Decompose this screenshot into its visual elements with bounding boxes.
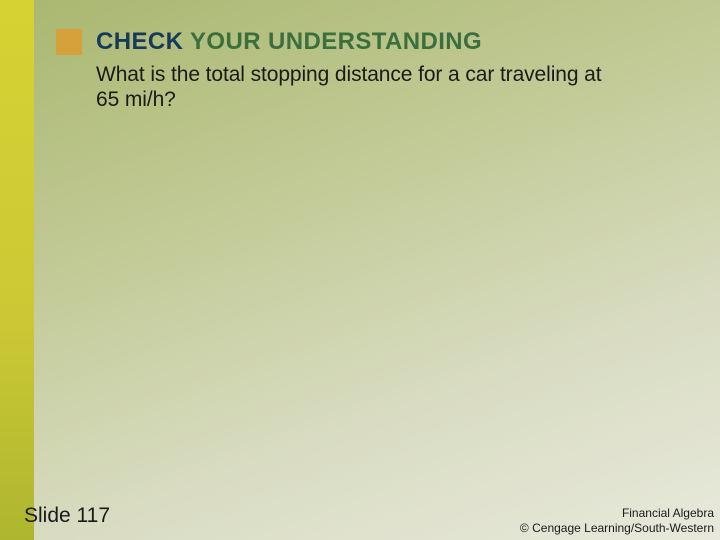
heading-word-your-understanding: YOUR UNDERSTANDING bbox=[190, 28, 482, 55]
heading-word-check: CHECK bbox=[96, 28, 183, 55]
heading-text: CHECK YOUR UNDERSTANDING bbox=[96, 28, 482, 56]
left-accent-stripe bbox=[0, 0, 34, 540]
slide: CHECK YOUR UNDERSTANDING What is the tot… bbox=[0, 0, 720, 540]
question-text: What is the total stopping distance for … bbox=[96, 62, 616, 112]
heading-bullet-square bbox=[56, 29, 82, 55]
slide-number: Slide 117 bbox=[24, 504, 110, 528]
heading-row: CHECK YOUR UNDERSTANDING bbox=[56, 28, 482, 56]
book-title: Financial Algebra bbox=[520, 506, 714, 521]
copyright-line: © Cengage Learning/South-Western bbox=[520, 521, 714, 536]
footer-credits: Financial Algebra © Cengage Learning/Sou… bbox=[520, 506, 714, 536]
